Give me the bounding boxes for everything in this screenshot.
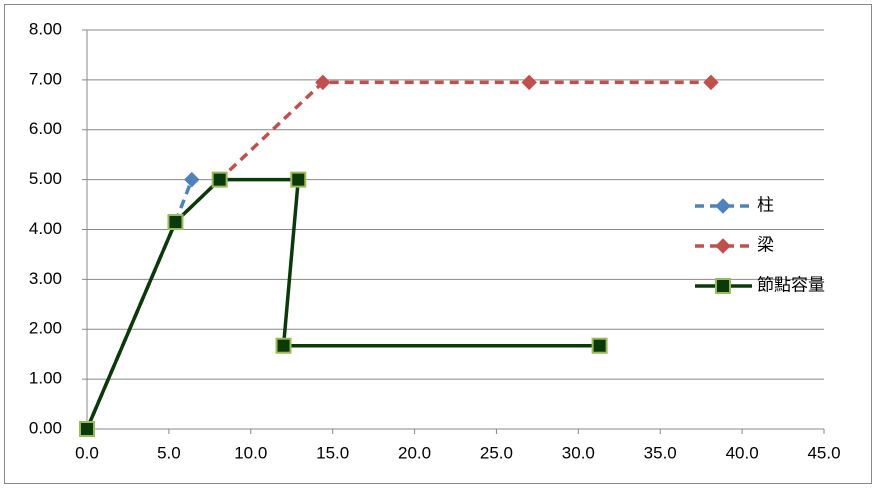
legend-marker	[715, 198, 731, 214]
legend-label: 梁	[757, 235, 774, 254]
y-tick-label: 8.00	[29, 19, 62, 38]
y-tick-label: 5.00	[29, 169, 62, 188]
chart-frame	[4, 4, 872, 484]
y-tick-label: 0.00	[29, 418, 62, 437]
y-tick-label: 4.00	[29, 219, 62, 238]
x-tick-label: 35.0	[644, 443, 677, 462]
y-tick-label: 2.00	[29, 319, 62, 338]
legend-marker	[715, 278, 731, 294]
legend-marker	[715, 238, 731, 254]
y-tick-label: 3.00	[29, 269, 62, 288]
data-point	[591, 337, 608, 354]
x-tick-label: 0.0	[75, 443, 99, 462]
data-point	[315, 74, 331, 91]
y-tick-label: 6.00	[29, 119, 62, 138]
legend-label: 節點容量	[757, 275, 825, 294]
x-tick-label: 40.0	[726, 443, 759, 462]
data-point	[184, 171, 200, 188]
data-point	[211, 171, 228, 188]
data-point	[290, 171, 307, 188]
data-point	[79, 421, 95, 437]
x-tick-label: 20.0	[398, 443, 431, 462]
data-point	[703, 74, 719, 91]
x-tick-label: 45.0	[807, 443, 840, 462]
series-line	[85, 177, 600, 430]
x-tick-label: 5.0	[157, 443, 181, 462]
y-tick-label: 1.00	[29, 369, 62, 388]
legend-label: 柱	[757, 195, 774, 214]
data-point	[521, 74, 537, 91]
data-point	[167, 214, 184, 231]
x-tick-label: 15.0	[316, 443, 349, 462]
x-tick-label: 10.0	[234, 443, 267, 462]
data-point	[275, 337, 292, 354]
x-tick-label: 25.0	[480, 443, 513, 462]
x-tick-label: 30.0	[562, 443, 595, 462]
y-tick-label: 7.00	[29, 69, 62, 88]
